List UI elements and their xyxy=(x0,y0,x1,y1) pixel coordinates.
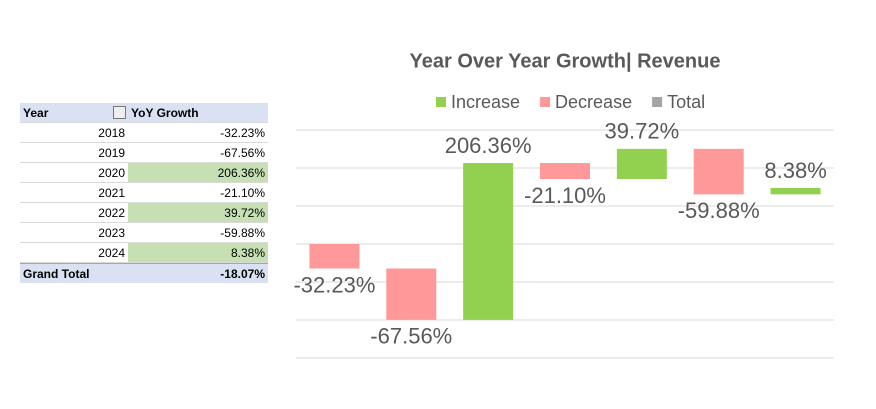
bar xyxy=(309,244,360,269)
year-cell: 2021 xyxy=(98,186,125,200)
growth-cell: -67.56% xyxy=(220,146,265,160)
chart-title: Year Over Year Growth| Revenue xyxy=(410,50,721,72)
legend-swatch xyxy=(540,97,551,107)
growth-cell: -59.88% xyxy=(220,226,265,240)
growth-cell: -21.10% xyxy=(220,186,265,200)
year-cell: 2019 xyxy=(98,146,125,160)
data-label: -59.88% xyxy=(678,198,760,223)
header-text: Year xyxy=(23,106,49,120)
data-label: -67.56% xyxy=(370,324,452,349)
bar xyxy=(386,268,437,320)
table-body: 2018 -32.23% 2019 -67.56% 2020 206.36% 2021 -21… xyxy=(20,123,268,263)
bar xyxy=(540,163,590,180)
table-row: 2021 -21.10% xyxy=(20,183,268,203)
total-label: Grand Total xyxy=(23,267,90,281)
table-row: 2023 -59.88% xyxy=(20,223,268,243)
total-value: -18.07% xyxy=(220,267,265,281)
year-cell: 2023 xyxy=(98,226,125,240)
growth-cell: 8.38% xyxy=(128,243,268,262)
table-row: 2019 -67.56% xyxy=(20,143,268,163)
table-row: 2024 8.38% xyxy=(20,243,268,263)
filter-button[interactable] xyxy=(113,106,126,119)
bar xyxy=(463,163,514,320)
table-row: 2020 206.36% xyxy=(20,163,268,183)
legend-label: Increase xyxy=(451,92,520,112)
year-cell: 2020 xyxy=(98,166,125,180)
total-row: Grand Total -18.07% xyxy=(20,263,268,283)
data-label: 8.38% xyxy=(764,158,826,183)
header-cell: Year xyxy=(20,103,128,122)
bar xyxy=(616,148,667,180)
table-row: 2022 39.72% xyxy=(20,203,268,223)
legend-label: Total xyxy=(667,92,705,112)
legend-swatch xyxy=(652,97,663,107)
legend-label: Decrease xyxy=(555,92,632,112)
bar xyxy=(770,187,821,195)
growth-cell: -32.23% xyxy=(220,126,265,140)
year-cell: 2024 xyxy=(98,246,125,260)
growth-cell: 206.36% xyxy=(128,163,268,182)
data-label: -32.23% xyxy=(293,272,375,297)
header-cell: YoY Growth xyxy=(131,106,199,120)
year-cell: 2022 xyxy=(98,206,125,220)
pivot-table: Year YoY Growth 2018 -32.23% 2019 -67.56% 20… xyxy=(20,103,268,283)
data-label: 39.72% xyxy=(605,119,680,144)
header-row: Year YoY Growth xyxy=(20,103,268,123)
growth-cell: 39.72% xyxy=(128,203,268,222)
data-label: 206.36% xyxy=(445,133,532,158)
data-label: -21.10% xyxy=(524,183,606,208)
year-cell: 2018 xyxy=(98,126,125,140)
table-row: 2018 -32.23% xyxy=(20,123,268,143)
bar xyxy=(693,148,744,195)
legend-swatch xyxy=(436,97,446,107)
